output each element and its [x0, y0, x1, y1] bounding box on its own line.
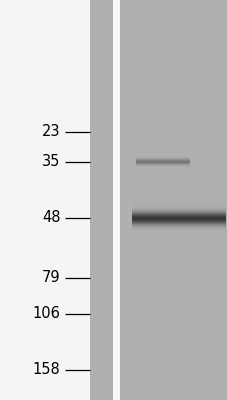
Bar — [119, 0, 227, 400]
Text: 106: 106 — [32, 306, 60, 322]
Bar — [112, 0, 119, 400]
Text: 79: 79 — [42, 270, 60, 286]
Text: 35: 35 — [42, 154, 60, 170]
Text: 23: 23 — [42, 124, 60, 140]
Text: 158: 158 — [32, 362, 60, 378]
Bar — [90, 0, 112, 400]
Text: 48: 48 — [42, 210, 60, 226]
